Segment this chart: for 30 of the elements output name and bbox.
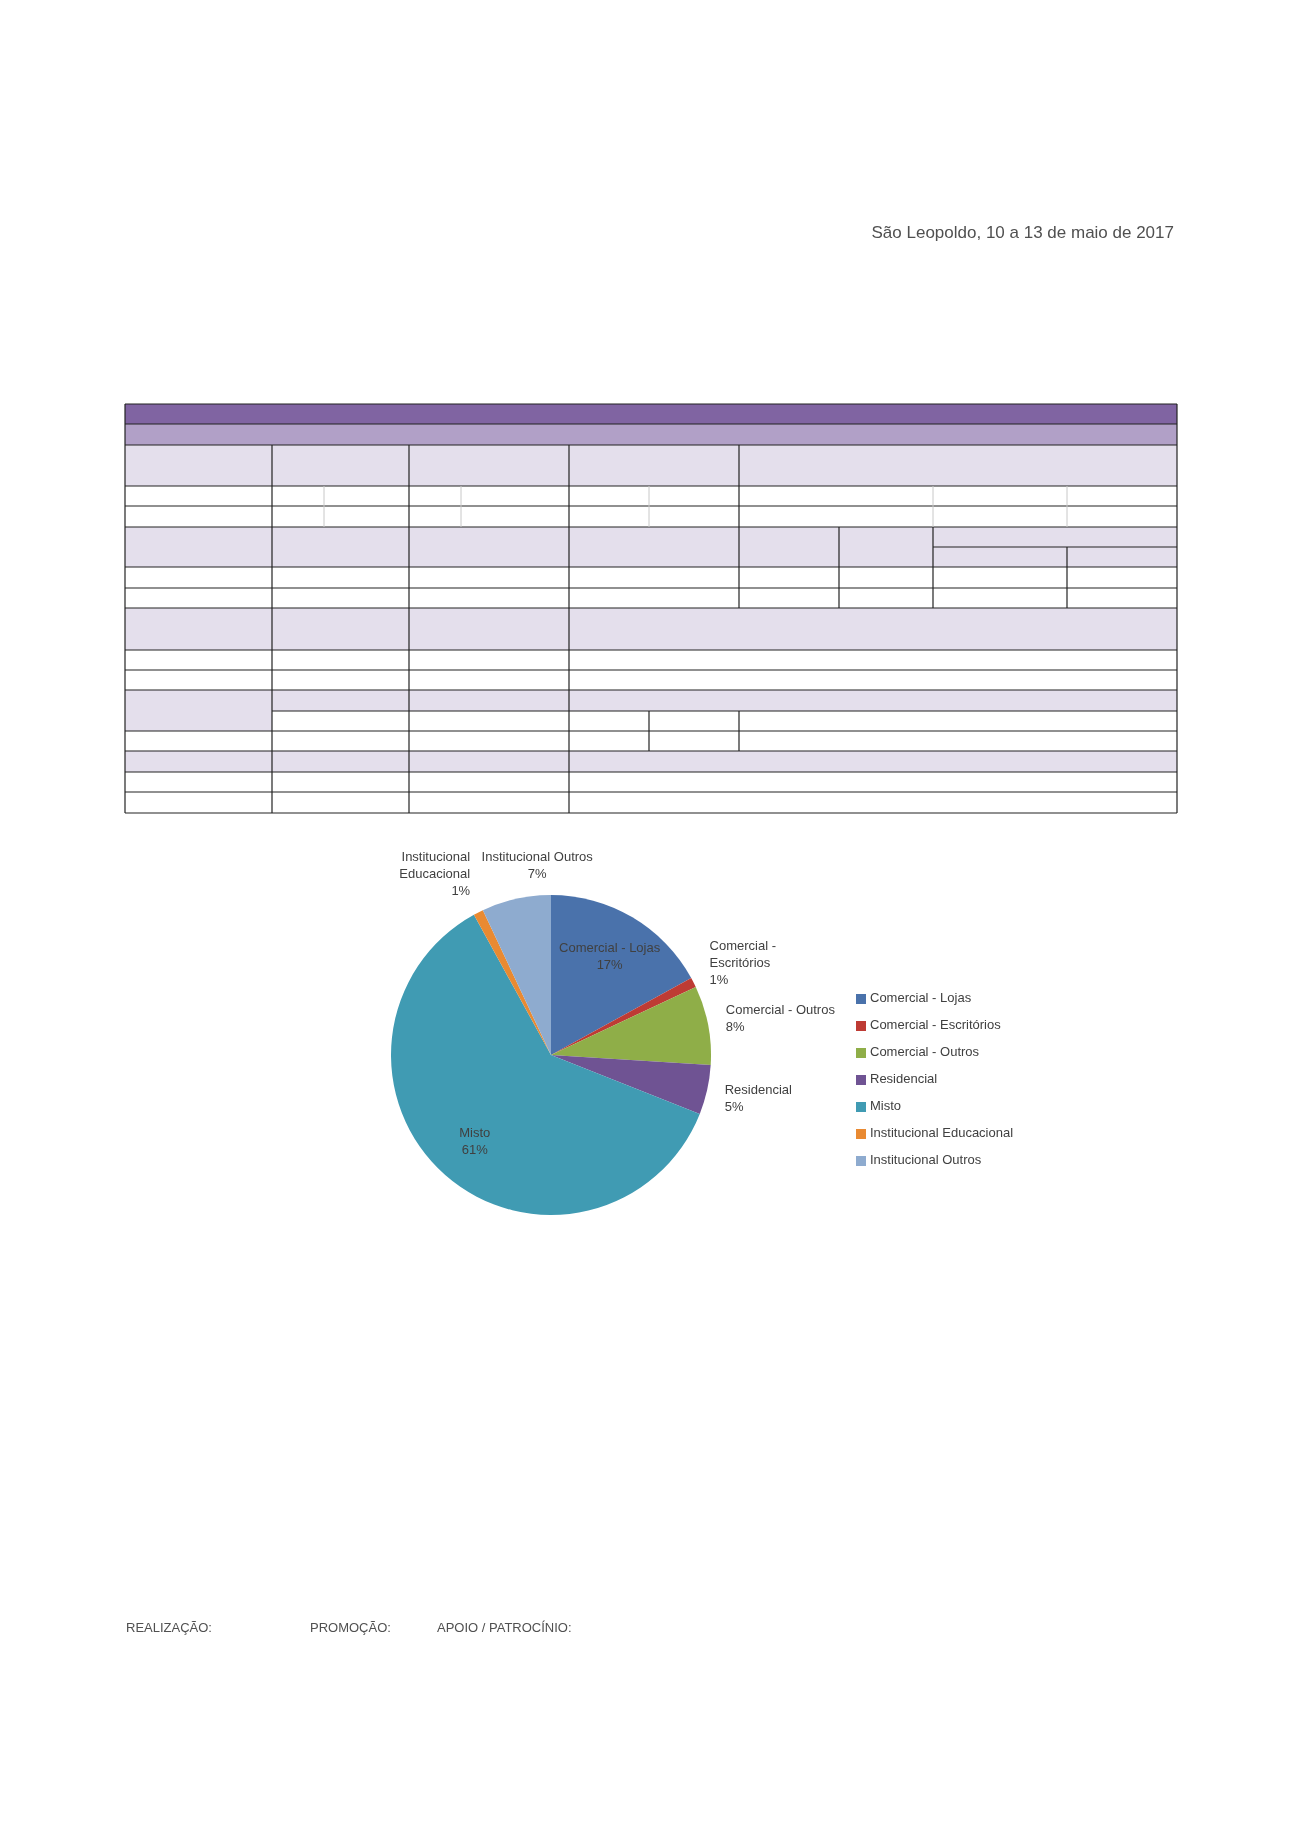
slice-label: Comercial - Escritórios bbox=[709, 938, 777, 971]
slice-label: Institucional Educacional bbox=[399, 849, 471, 882]
data-label: 7% bbox=[527, 865, 548, 881]
data-label: 1% bbox=[709, 972, 729, 988]
data-label: 61% bbox=[461, 1142, 489, 1158]
pie-slice bbox=[482, 895, 551, 1055]
pie-slice bbox=[551, 1055, 711, 1114]
data-label: 17% bbox=[596, 956, 624, 972]
slice-label: Comercial - Outros bbox=[725, 1002, 836, 1018]
legend-label: Residencial bbox=[870, 1071, 938, 1086]
text: PROMOÇÃO: bbox=[310, 1620, 391, 1636]
pie-slice bbox=[551, 895, 692, 1055]
legend-label: Misto bbox=[870, 1098, 902, 1113]
data-label: 5% bbox=[724, 1098, 744, 1114]
slice-label: Residencial bbox=[724, 1081, 793, 1097]
legend-label: Institucional Educacional bbox=[870, 1125, 1014, 1140]
pie-slice bbox=[391, 914, 700, 1215]
text: REALIZAÇÃO: bbox=[126, 1620, 212, 1636]
legend-label: Comercial - Escritórios bbox=[870, 1017, 1001, 1032]
slice-label: Misto bbox=[459, 1125, 491, 1141]
legend-label: Institucional Outros bbox=[870, 1152, 982, 1167]
data-label: 1% bbox=[451, 883, 471, 899]
legend-label: Comercial - Lojas bbox=[870, 990, 972, 1005]
text: São Leopoldo, 10 a 13 de maio de 2017 bbox=[871, 223, 1174, 244]
slice-label: Institucional Outros bbox=[481, 848, 594, 864]
text: APOIO / PATROCÍNIO: bbox=[437, 1620, 572, 1636]
slice-label: Comercial - Lojas bbox=[559, 939, 661, 955]
legend-label: Comercial - Outros bbox=[870, 1044, 980, 1059]
pie-slice bbox=[551, 986, 711, 1066]
data-label: 8% bbox=[725, 1019, 746, 1035]
